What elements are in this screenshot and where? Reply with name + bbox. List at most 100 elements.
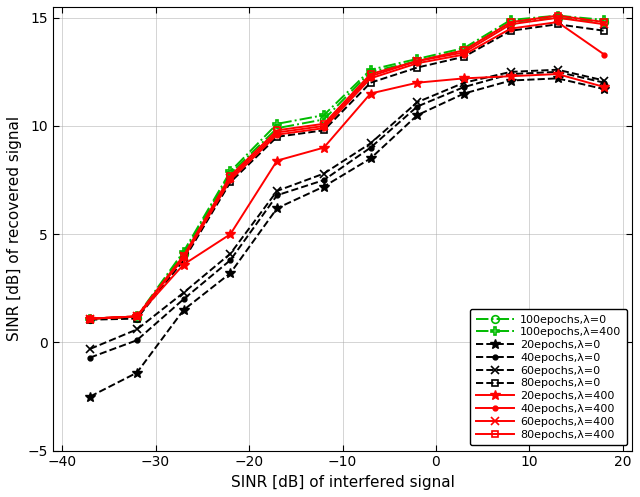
20epochs,λ=0 bbox=[320, 183, 328, 189]
20epochs,λ=400 bbox=[320, 145, 328, 151]
80epochs,λ=0 bbox=[86, 317, 94, 323]
40epochs,λ=0 bbox=[133, 337, 141, 343]
20epochs,λ=0 bbox=[367, 156, 374, 162]
40epochs,λ=400 bbox=[507, 26, 515, 32]
80epochs,λ=0 bbox=[133, 316, 141, 322]
100epochs,λ=400 bbox=[507, 17, 515, 23]
80epochs,λ=0 bbox=[600, 28, 608, 34]
20epochs,λ=400 bbox=[86, 316, 94, 322]
80epochs,λ=400 bbox=[86, 316, 94, 322]
Line: 100epochs,λ=0: 100epochs,λ=0 bbox=[86, 14, 608, 323]
80epochs,λ=400 bbox=[460, 47, 468, 53]
60epochs,λ=400 bbox=[460, 49, 468, 55]
20epochs,λ=0 bbox=[460, 90, 468, 96]
100epochs,λ=400 bbox=[133, 314, 141, 320]
40epochs,λ=400 bbox=[367, 76, 374, 82]
20epochs,λ=0 bbox=[227, 270, 234, 276]
40epochs,λ=0 bbox=[600, 80, 608, 85]
60epochs,λ=0 bbox=[600, 78, 608, 83]
60epochs,λ=400 bbox=[180, 253, 188, 259]
60epochs,λ=400 bbox=[367, 73, 374, 79]
80epochs,λ=400 bbox=[273, 127, 281, 133]
Line: 60epochs,λ=400: 60epochs,λ=400 bbox=[86, 13, 609, 323]
80epochs,λ=0 bbox=[460, 54, 468, 60]
20epochs,λ=400 bbox=[554, 71, 561, 77]
40epochs,λ=0 bbox=[554, 69, 561, 75]
40epochs,λ=400 bbox=[180, 255, 188, 261]
100epochs,λ=400 bbox=[413, 56, 421, 62]
100epochs,λ=400 bbox=[180, 248, 188, 254]
40epochs,λ=400 bbox=[413, 60, 421, 66]
80epochs,λ=400 bbox=[600, 19, 608, 25]
80epochs,λ=0 bbox=[367, 80, 374, 85]
80epochs,λ=0 bbox=[227, 179, 234, 185]
80epochs,λ=0 bbox=[180, 257, 188, 263]
20epochs,λ=400 bbox=[133, 314, 141, 320]
Line: 60epochs,λ=0: 60epochs,λ=0 bbox=[86, 66, 609, 353]
Line: 80epochs,λ=400: 80epochs,λ=400 bbox=[86, 12, 608, 322]
60epochs,λ=400 bbox=[86, 316, 94, 322]
100epochs,λ=0 bbox=[600, 19, 608, 25]
60epochs,λ=400 bbox=[273, 130, 281, 136]
Line: 80epochs,λ=0: 80epochs,λ=0 bbox=[86, 21, 608, 323]
20epochs,λ=0 bbox=[507, 78, 515, 83]
60epochs,λ=0 bbox=[320, 170, 328, 176]
40epochs,λ=0 bbox=[413, 103, 421, 109]
60epochs,λ=400 bbox=[320, 123, 328, 129]
40epochs,λ=0 bbox=[367, 145, 374, 151]
80epochs,λ=0 bbox=[554, 21, 561, 27]
Y-axis label: SINR [dB] of recovered signal: SINR [dB] of recovered signal bbox=[7, 116, 22, 341]
20epochs,λ=0 bbox=[133, 370, 141, 376]
100epochs,λ=400 bbox=[600, 17, 608, 23]
20epochs,λ=0 bbox=[554, 76, 561, 82]
60epochs,λ=0 bbox=[86, 346, 94, 352]
20epochs,λ=400 bbox=[413, 80, 421, 85]
Line: 20epochs,λ=0: 20epochs,λ=0 bbox=[85, 74, 609, 402]
100epochs,λ=0 bbox=[86, 316, 94, 322]
100epochs,λ=400 bbox=[320, 112, 328, 118]
40epochs,λ=400 bbox=[227, 177, 234, 183]
40epochs,λ=400 bbox=[86, 316, 94, 322]
60epochs,λ=0 bbox=[554, 67, 561, 73]
60epochs,λ=400 bbox=[554, 15, 561, 21]
60epochs,λ=0 bbox=[273, 188, 281, 194]
40epochs,λ=0 bbox=[86, 354, 94, 360]
Line: 20epochs,λ=400: 20epochs,λ=400 bbox=[85, 69, 609, 324]
40epochs,λ=0 bbox=[273, 192, 281, 198]
100epochs,λ=0 bbox=[133, 315, 141, 321]
40epochs,λ=400 bbox=[133, 314, 141, 320]
100epochs,λ=400 bbox=[460, 45, 468, 51]
80epochs,λ=0 bbox=[507, 28, 515, 34]
40epochs,λ=0 bbox=[507, 71, 515, 77]
80epochs,λ=400 bbox=[133, 314, 141, 320]
20epochs,λ=400 bbox=[180, 261, 188, 267]
80epochs,λ=400 bbox=[554, 12, 561, 18]
60epochs,λ=400 bbox=[133, 314, 141, 320]
40epochs,λ=400 bbox=[273, 132, 281, 138]
X-axis label: SINR [dB] of interfered signal: SINR [dB] of interfered signal bbox=[230, 475, 454, 490]
80epochs,λ=400 bbox=[227, 173, 234, 179]
100epochs,λ=0 bbox=[413, 58, 421, 64]
60epochs,λ=400 bbox=[413, 58, 421, 64]
60epochs,λ=0 bbox=[413, 99, 421, 105]
20epochs,λ=400 bbox=[227, 231, 234, 237]
40epochs,λ=0 bbox=[320, 177, 328, 183]
100epochs,λ=0 bbox=[554, 15, 561, 21]
80epochs,λ=0 bbox=[413, 65, 421, 71]
Line: 40epochs,λ=0: 40epochs,λ=0 bbox=[85, 67, 609, 362]
100epochs,λ=400 bbox=[273, 121, 281, 127]
20epochs,λ=400 bbox=[273, 158, 281, 164]
20epochs,λ=400 bbox=[507, 73, 515, 79]
20epochs,λ=0 bbox=[86, 394, 94, 400]
Legend: 100epochs,λ=0, 100epochs,λ=400, 20epochs,λ=0, 40epochs,λ=0, 60epochs,λ=0, 80epoc: 100epochs,λ=0, 100epochs,λ=400, 20epochs… bbox=[470, 309, 627, 445]
80epochs,λ=0 bbox=[273, 134, 281, 140]
20epochs,λ=0 bbox=[600, 86, 608, 92]
20epochs,λ=0 bbox=[273, 205, 281, 211]
100epochs,λ=400 bbox=[86, 316, 94, 322]
80epochs,λ=400 bbox=[180, 253, 188, 259]
60epochs,λ=400 bbox=[507, 21, 515, 27]
60epochs,λ=0 bbox=[180, 290, 188, 296]
60epochs,λ=0 bbox=[133, 327, 141, 332]
40epochs,λ=400 bbox=[554, 19, 561, 25]
60epochs,λ=0 bbox=[367, 140, 374, 146]
